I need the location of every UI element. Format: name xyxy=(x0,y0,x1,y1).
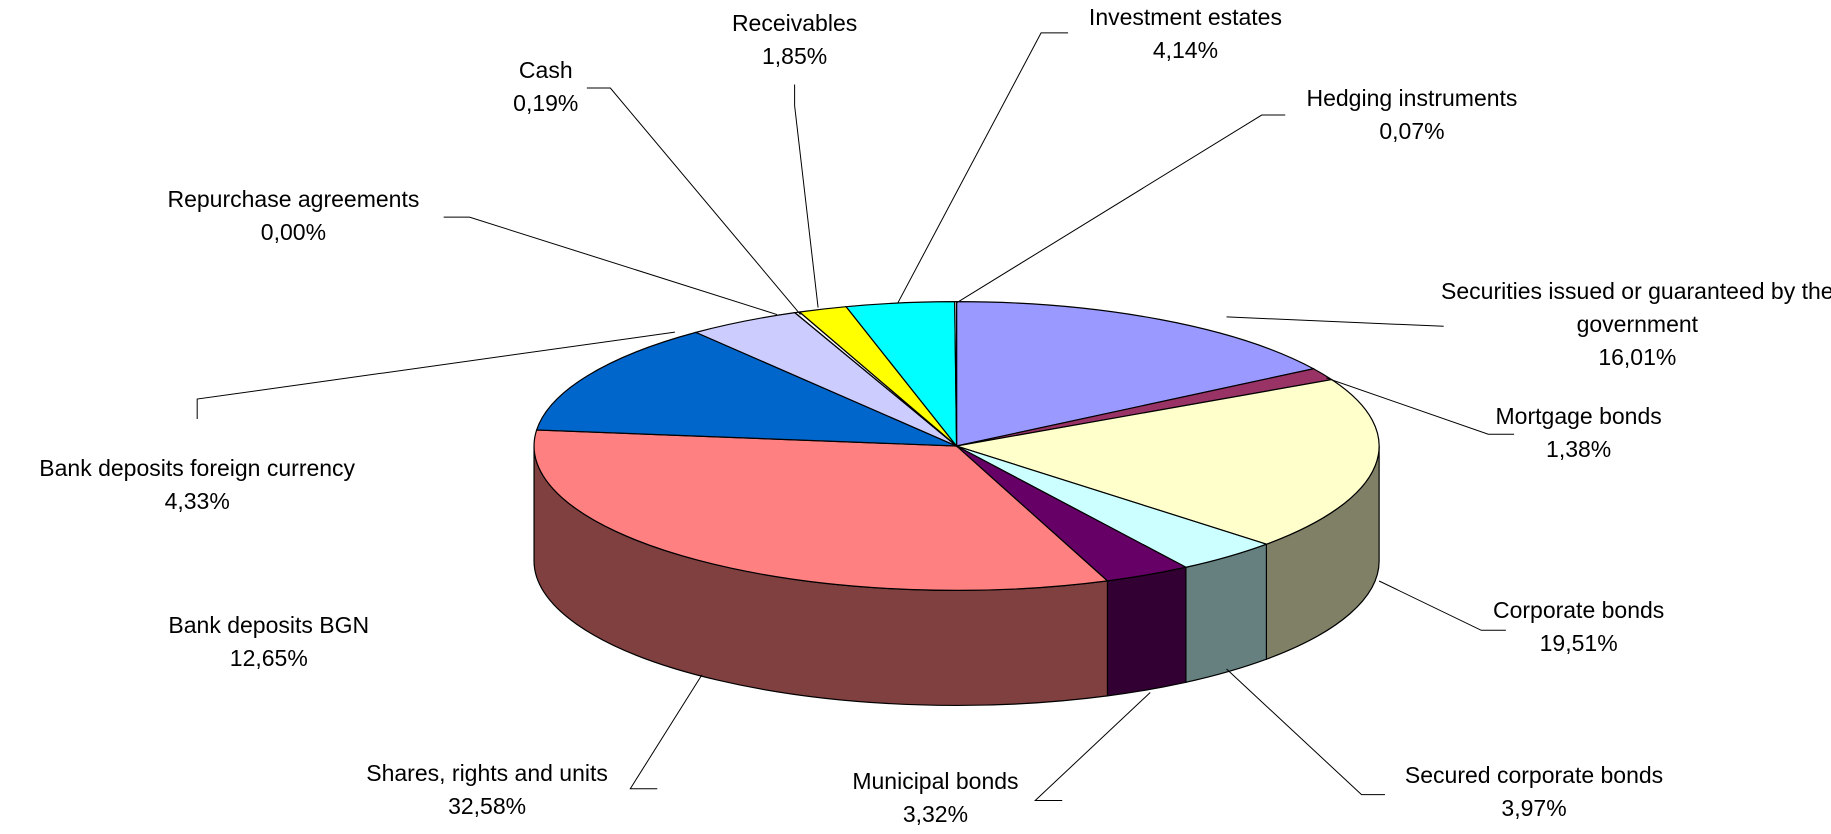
slice-label: Municipal bonds 3,32% xyxy=(759,765,1111,831)
slice-label: Securities issued or guaranteed by the g… xyxy=(1420,275,1831,374)
category-name: Secured corporate bonds xyxy=(1404,762,1664,789)
leader-line xyxy=(1033,692,1151,801)
leader-line xyxy=(1326,377,1515,435)
value-label: 1,85% xyxy=(761,43,828,70)
value-label: 0,00% xyxy=(260,219,327,246)
leader-line xyxy=(897,32,1069,304)
slice-label: Hedging instruments 0,07% xyxy=(1207,82,1618,148)
slice-label: Repurchase agreements 0,00% xyxy=(59,183,528,249)
value-label: 0,19% xyxy=(513,89,579,116)
category-name: Securities issued or guaranteed by the g… xyxy=(1441,277,1831,337)
slice-label: Bank deposits foreign currency 4,33% xyxy=(0,452,491,518)
slice-label: Shares, rights and units 32,58% xyxy=(252,757,721,823)
category-name: Bank deposits foreign currency xyxy=(39,454,356,481)
slice xyxy=(956,378,1380,545)
slice-side xyxy=(1106,566,1187,697)
category-name: Investment estates xyxy=(1088,4,1282,31)
leader-line xyxy=(586,87,801,315)
category-name: Shares, rights and units xyxy=(366,760,608,787)
value-label: 12,65% xyxy=(229,645,308,672)
category-name: Corporate bonds xyxy=(1492,596,1665,623)
value-label: 3,32% xyxy=(902,801,969,828)
value-label: 3,97% xyxy=(1501,795,1567,822)
category-name: Repurchase agreements xyxy=(167,186,420,213)
leader-line xyxy=(1378,580,1506,631)
slice-label: Cash 0,19% xyxy=(428,54,663,120)
category-name: Municipal bonds xyxy=(852,768,1019,795)
leader-line xyxy=(956,114,1286,304)
slice xyxy=(533,429,1109,591)
slice-label: Secured corporate bonds 3,97% xyxy=(1299,759,1768,825)
leader-line xyxy=(629,674,703,790)
category-name: Receivables xyxy=(731,10,858,37)
category-name: Cash xyxy=(518,56,573,83)
leader-line xyxy=(1226,668,1385,796)
slice-label: Investment estates 4,14% xyxy=(1009,1,1361,67)
category-name: Bank deposits BGN xyxy=(168,612,370,639)
value-label: 16,01% xyxy=(1598,343,1677,370)
slice xyxy=(535,331,957,447)
value-label: 19,51% xyxy=(1539,629,1618,656)
value-label: 32,58% xyxy=(448,793,527,820)
value-label: 0,07% xyxy=(1379,118,1445,145)
value-label: 4,14% xyxy=(1152,37,1219,64)
value-label: 1,38% xyxy=(1546,436,1612,463)
leader-line xyxy=(794,84,819,308)
leader-line xyxy=(443,216,778,316)
slice-label: Mortgage bonds 1,38% xyxy=(1403,400,1755,466)
category-name: Hedging instruments xyxy=(1306,85,1518,112)
slice-label: Corporate bonds 19,51% xyxy=(1403,594,1755,660)
leader-line xyxy=(1226,316,1444,327)
value-label: 4,33% xyxy=(164,487,230,514)
slice xyxy=(955,301,1316,447)
slice xyxy=(954,301,958,447)
slice-label: Bank deposits BGN 12,65% xyxy=(34,609,503,675)
category-name: Mortgage bonds xyxy=(1495,403,1662,430)
leader-line xyxy=(196,331,675,420)
slice-label: Receivables 1,85% xyxy=(648,7,941,73)
